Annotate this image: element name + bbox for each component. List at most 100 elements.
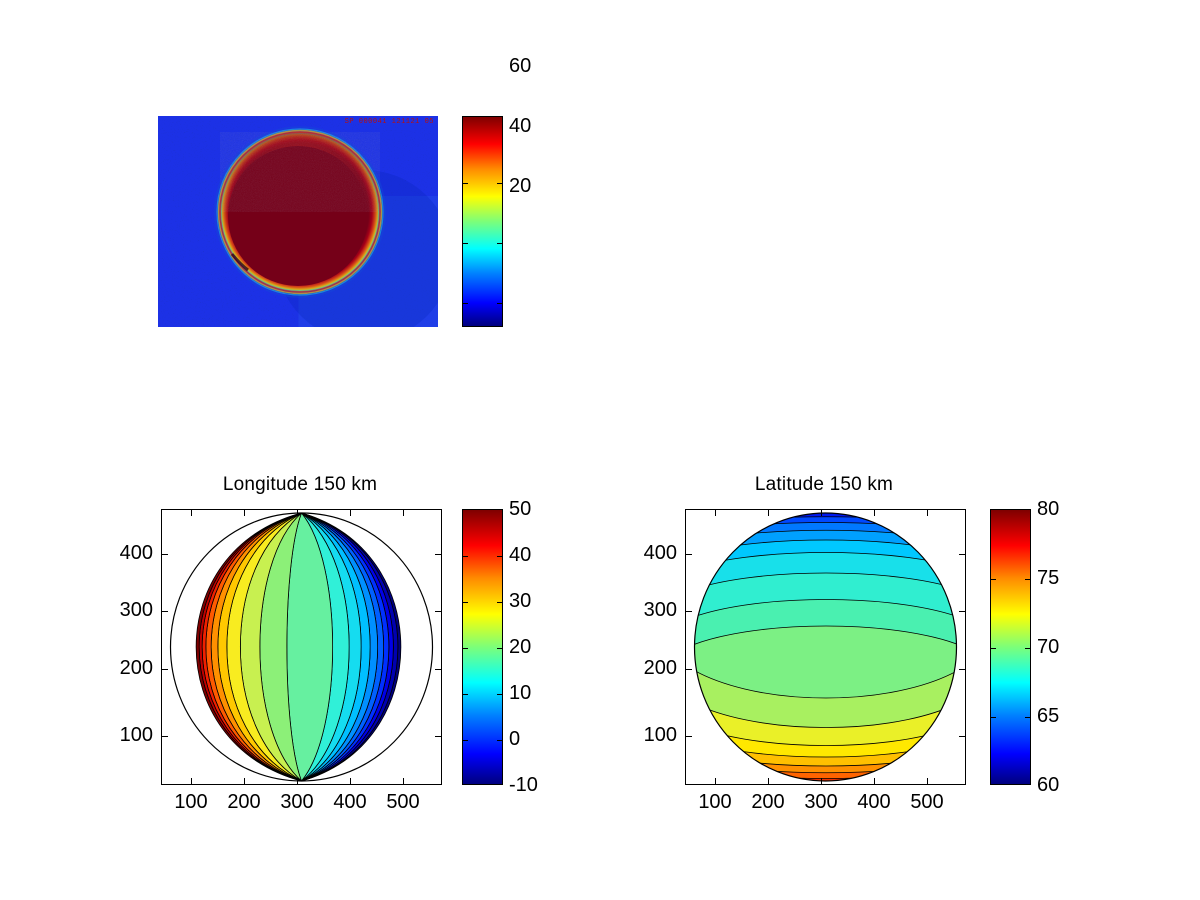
latitude-yticklabel: 300	[643, 599, 677, 621]
axis-tick-x	[715, 510, 716, 516]
colorbar-tick	[463, 648, 468, 649]
colorbar-tick	[497, 602, 502, 603]
colorbar-tick	[463, 303, 468, 304]
raw-limb-image: SP 000041 121121 05	[158, 116, 438, 327]
longitude-colorbar	[462, 509, 503, 785]
colorbar-tick	[991, 579, 996, 580]
latitude-yticklabel: 100	[643, 724, 677, 746]
axis-tick-x	[297, 778, 298, 784]
axis-tick-x	[244, 778, 245, 784]
raw-image-colorbar	[462, 116, 503, 327]
axis-tick-x	[350, 510, 351, 516]
axis-tick-x	[768, 510, 769, 516]
colorbar-tick	[463, 243, 468, 244]
raw-image-canvas	[158, 116, 438, 327]
longitude-yticklabel: 300	[119, 599, 153, 621]
longitude-xticklabel: 400	[333, 791, 367, 813]
colorbar-ticklabel: 40	[509, 115, 532, 137]
colorbar-tick	[463, 694, 468, 695]
colorbar-ticklabel: 60	[509, 55, 532, 77]
latitude-xticklabel: 300	[804, 791, 838, 813]
axis-tick-y	[959, 554, 965, 555]
axis-tick-x	[403, 510, 404, 516]
axis-tick-x	[403, 778, 404, 784]
longitude-contour-plot	[169, 512, 434, 782]
axis-tick-x	[821, 778, 822, 784]
latitude-colorbar	[990, 509, 1031, 785]
axis-tick-y	[686, 554, 692, 555]
axis-tick-x	[874, 510, 875, 516]
latitude-panel-title: Latitude 150 km	[754, 474, 894, 495]
axis-tick-x	[874, 778, 875, 784]
colorbar-tick	[497, 648, 502, 649]
axis-tick-x	[191, 778, 192, 784]
latitude-xticklabel: 100	[698, 791, 732, 813]
axis-tick-y	[959, 669, 965, 670]
longitude-axes	[161, 509, 442, 785]
longitude-colorbar-ticklabel: 50	[509, 498, 532, 520]
axis-tick-y	[686, 669, 692, 670]
longitude-colorbar-ticklabel: 10	[509, 682, 532, 704]
axis-tick-y	[435, 669, 441, 670]
longitude-xticklabel: 200	[227, 791, 261, 813]
raw-image-overlay-text: SP 000041 121121 05	[344, 118, 434, 126]
colorbar-tick	[463, 740, 468, 741]
axis-tick-y	[959, 611, 965, 612]
colorbar-tick	[1025, 579, 1030, 580]
latitude-xticklabel: 200	[751, 791, 785, 813]
latitude-colorbar-ticklabel: 70	[1037, 636, 1060, 658]
latitude-xticklabel: 500	[910, 791, 944, 813]
colorbar-tick	[463, 602, 468, 603]
axis-tick-y	[162, 736, 168, 737]
axis-tick-x	[297, 510, 298, 516]
longitude-colorbar-ticklabel: 0	[509, 728, 521, 750]
axis-tick-y	[959, 736, 965, 737]
axis-tick-y	[686, 611, 692, 612]
colorbar-ticklabel: 20	[509, 175, 532, 197]
longitude-yticklabel: 400	[119, 542, 153, 564]
colorbar-tick	[1025, 648, 1030, 649]
axis-tick-x	[244, 510, 245, 516]
longitude-yticklabel: 200	[119, 657, 153, 679]
longitude-colorbar-ticklabel: 20	[509, 636, 532, 658]
longitude-colorbar-ticklabel: 40	[509, 544, 532, 566]
colorbar-tick	[463, 183, 468, 184]
colorbar-tick	[991, 717, 996, 718]
latitude-colorbar-ticklabel: 60	[1037, 774, 1060, 796]
latitude-xticklabel: 400	[857, 791, 891, 813]
axis-tick-x	[927, 510, 928, 516]
colorbar-tick	[991, 648, 996, 649]
colorbar-tick	[497, 556, 502, 557]
colorbar-tick	[497, 740, 502, 741]
latitude-colorbar-ticklabel: 80	[1037, 498, 1060, 520]
axis-tick-x	[927, 778, 928, 784]
latitude-contour-plot	[693, 512, 958, 782]
longitude-xticklabel: 500	[386, 791, 420, 813]
axis-tick-x	[715, 778, 716, 784]
longitude-panel-title: Longitude 150 km	[222, 474, 378, 495]
longitude-xticklabel: 300	[280, 791, 314, 813]
longitude-yticklabel: 100	[119, 724, 153, 746]
axis-tick-y	[435, 611, 441, 612]
longitude-colorbar-ticklabel: 30	[509, 590, 532, 612]
longitude-xticklabel: 100	[174, 791, 208, 813]
colorbar-tick	[463, 556, 468, 557]
colorbar-tick	[497, 183, 502, 184]
axis-tick-x	[821, 510, 822, 516]
axis-tick-y	[686, 736, 692, 737]
axis-tick-y	[162, 554, 168, 555]
latitude-axes	[685, 509, 966, 785]
latitude-yticklabel: 400	[643, 542, 677, 564]
colorbar-tick	[497, 694, 502, 695]
axis-tick-y	[435, 736, 441, 737]
latitude-colorbar-ticklabel: 65	[1037, 705, 1060, 727]
axis-tick-x	[191, 510, 192, 516]
axis-tick-y	[162, 669, 168, 670]
colorbar-tick	[497, 303, 502, 304]
axis-tick-y	[162, 611, 168, 612]
axis-tick-x	[350, 778, 351, 784]
colorbar-tick	[497, 243, 502, 244]
longitude-colorbar-ticklabel: -10	[509, 774, 538, 796]
axis-tick-x	[768, 778, 769, 784]
